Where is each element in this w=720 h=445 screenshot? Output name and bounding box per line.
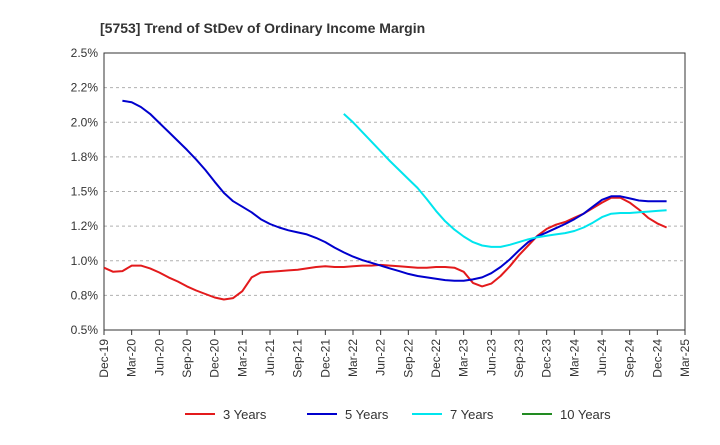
series-line-3-years — [103, 196, 668, 301]
y-tick-label: 1.0% — [71, 254, 99, 268]
x-tick-label: Jun-23 — [484, 339, 498, 376]
x-tick-label: Sep-24 — [623, 339, 637, 378]
legend: 3 Years 5 Years 7 Years 10 Years — [185, 407, 611, 422]
y-tick-label: 0.5% — [71, 323, 99, 337]
legend-label: 7 Years — [450, 407, 494, 422]
x-tick-label: Jun-24 — [595, 339, 609, 376]
x-tick-label: Sep-22 — [401, 339, 415, 378]
y-tick-label: 1.2% — [71, 219, 99, 233]
y-tick-label: 1.8% — [71, 150, 99, 164]
x-tick-label: Dec-23 — [540, 339, 554, 378]
x-tick-label: Mar-21 — [235, 339, 249, 377]
y-tick-label: 2.5% — [71, 46, 99, 60]
x-tick-label: Dec-19 — [97, 339, 111, 378]
legend-item-7-years: 7 Years — [412, 407, 494, 422]
x-tick-label: Sep-23 — [512, 339, 526, 378]
legend-label: 5 Years — [345, 407, 389, 422]
y-tick-label: 1.5% — [71, 185, 99, 199]
x-tick-label: Mar-24 — [567, 339, 581, 377]
grid-layer — [104, 87, 685, 296]
y-tick-label: 0.8% — [71, 288, 99, 302]
x-tick-label: Dec-24 — [650, 339, 664, 378]
tick-layer: 0.5% 0.8% 1.0% 1.2% 1.5% 1.8% 2.0% 2.2% 2.5% Dec-… — [71, 46, 692, 378]
x-tick-label: Jun-22 — [374, 339, 388, 376]
series-layer — [103, 99, 668, 301]
legend-label: 10 Years — [560, 407, 611, 422]
x-tick-label: Jun-20 — [152, 339, 166, 376]
legend-item-5-years: 5 Years — [307, 407, 389, 422]
x-tick-label: Dec-22 — [429, 339, 443, 378]
x-tick-label: Dec-21 — [318, 339, 332, 378]
x-tick-label: Mar-25 — [678, 339, 692, 377]
chart-title: [5753] Trend of StDev of Ordinary Income… — [100, 20, 425, 36]
x-tick-label: Jun-21 — [263, 339, 277, 376]
legend-item-10-years: 10 Years — [522, 407, 611, 422]
series-line-7-years — [343, 113, 667, 248]
series-line-5-years — [122, 99, 667, 282]
y-tick-label: 2.0% — [71, 115, 99, 129]
x-tick-label: Sep-20 — [180, 339, 194, 378]
y-tick-label: 2.2% — [71, 81, 99, 95]
x-tick-label: Dec-20 — [208, 339, 222, 378]
x-tick-label: Mar-22 — [346, 339, 360, 377]
legend-item-3-years: 3 Years — [185, 407, 267, 422]
x-tick-label: Mar-23 — [457, 339, 471, 377]
x-tick-label: Sep-21 — [291, 339, 305, 378]
legend-label: 3 Years — [223, 407, 267, 422]
x-tick-label: Mar-20 — [125, 339, 139, 377]
plot-frame — [103, 52, 686, 331]
